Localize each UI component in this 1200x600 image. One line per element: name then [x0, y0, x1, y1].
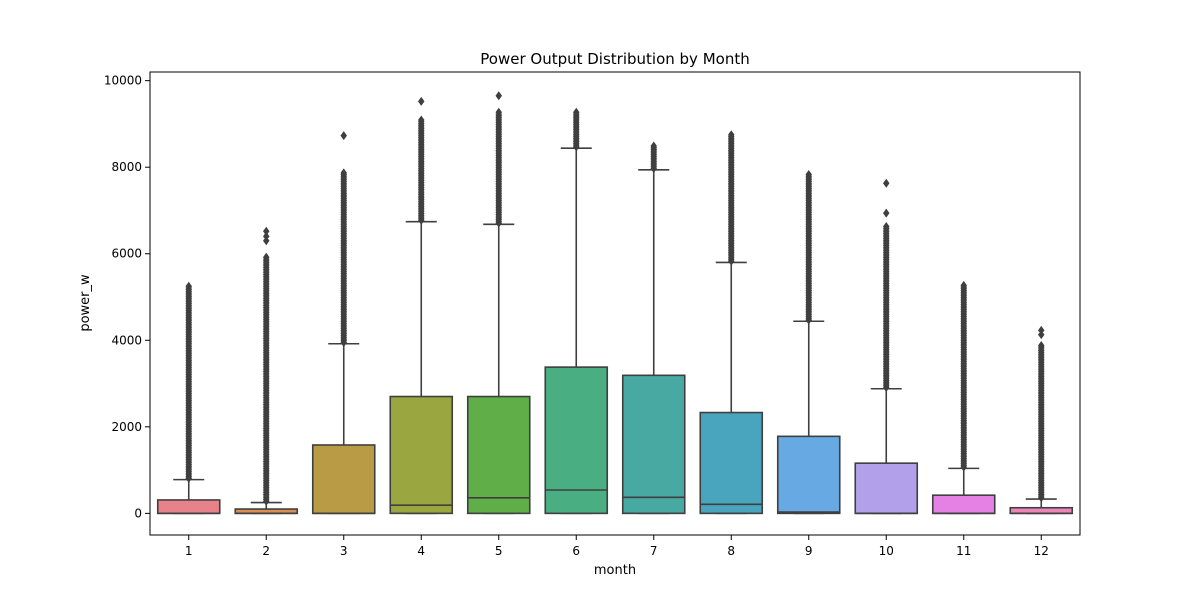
x-tick-label: 2	[262, 544, 270, 558]
iqr-box	[156, 499, 221, 515]
outlier-markers	[650, 141, 657, 173]
box-month-12	[1009, 325, 1074, 515]
outlier-markers	[573, 107, 580, 152]
x-axis: 1 2 3 4 5 6 7 8 9 10 11 12	[185, 535, 1049, 558]
x-tick-label: 7	[650, 544, 658, 558]
box-month-6	[544, 107, 609, 515]
x-tick-label: 12	[1034, 544, 1049, 558]
iqr-box	[1009, 506, 1074, 515]
plot-area	[156, 91, 1074, 515]
y-tick-label: 2000	[111, 420, 142, 434]
y-tick-label: 0	[134, 506, 142, 520]
box-month-1	[156, 281, 221, 515]
box-month-10	[854, 178, 919, 515]
outlier-markers	[1038, 325, 1045, 503]
y-axis: 0 2000 4000 6000 8000 10000	[104, 74, 150, 520]
y-tick-label: 6000	[111, 247, 142, 261]
iqr-box	[466, 395, 531, 515]
x-tick-label: 1	[185, 544, 193, 558]
outlier-markers	[960, 280, 967, 472]
iqr-box	[621, 374, 686, 515]
chart-title: Power Output Distribution by Month	[480, 50, 749, 68]
x-tick-label: 9	[805, 544, 813, 558]
iqr-box	[389, 395, 454, 515]
x-tick-label: 4	[417, 544, 425, 558]
box-month-3	[311, 131, 376, 515]
outlier-markers	[728, 130, 735, 266]
iqr-box	[931, 494, 996, 515]
box-month-5	[466, 91, 531, 515]
y-tick-label: 8000	[111, 160, 142, 174]
x-tick-label: 8	[727, 544, 735, 558]
y-axis-label: power_w	[78, 274, 93, 332]
iqr-box	[311, 444, 376, 515]
x-tick-label: 3	[340, 544, 348, 558]
x-tick-label: 11	[956, 544, 971, 558]
box-month-7	[621, 141, 686, 515]
iqr-box	[854, 462, 919, 515]
iqr-box	[544, 366, 609, 515]
outlier-markers	[340, 131, 347, 347]
outlier-markers	[185, 281, 192, 483]
box-month-11	[931, 280, 996, 515]
iqr-box	[699, 411, 764, 515]
x-tick-label: 5	[495, 544, 503, 558]
x-axis-label: month	[594, 563, 636, 578]
y-tick-label: 10000	[104, 74, 142, 88]
box-month-9	[776, 170, 841, 515]
box-month-8	[699, 130, 764, 515]
x-tick-label: 10	[879, 544, 894, 558]
outlier-markers	[495, 91, 502, 228]
outlier-markers	[805, 170, 812, 325]
plot-frame	[149, 71, 1081, 536]
iqr-box	[776, 435, 841, 515]
outlier-markers	[263, 226, 270, 506]
outlier-markers	[883, 178, 890, 392]
y-tick-label: 4000	[111, 333, 142, 347]
outlier-markers	[418, 96, 425, 225]
box-month-4	[389, 96, 454, 515]
box-month-2	[234, 226, 299, 515]
x-tick-label: 6	[572, 544, 580, 558]
